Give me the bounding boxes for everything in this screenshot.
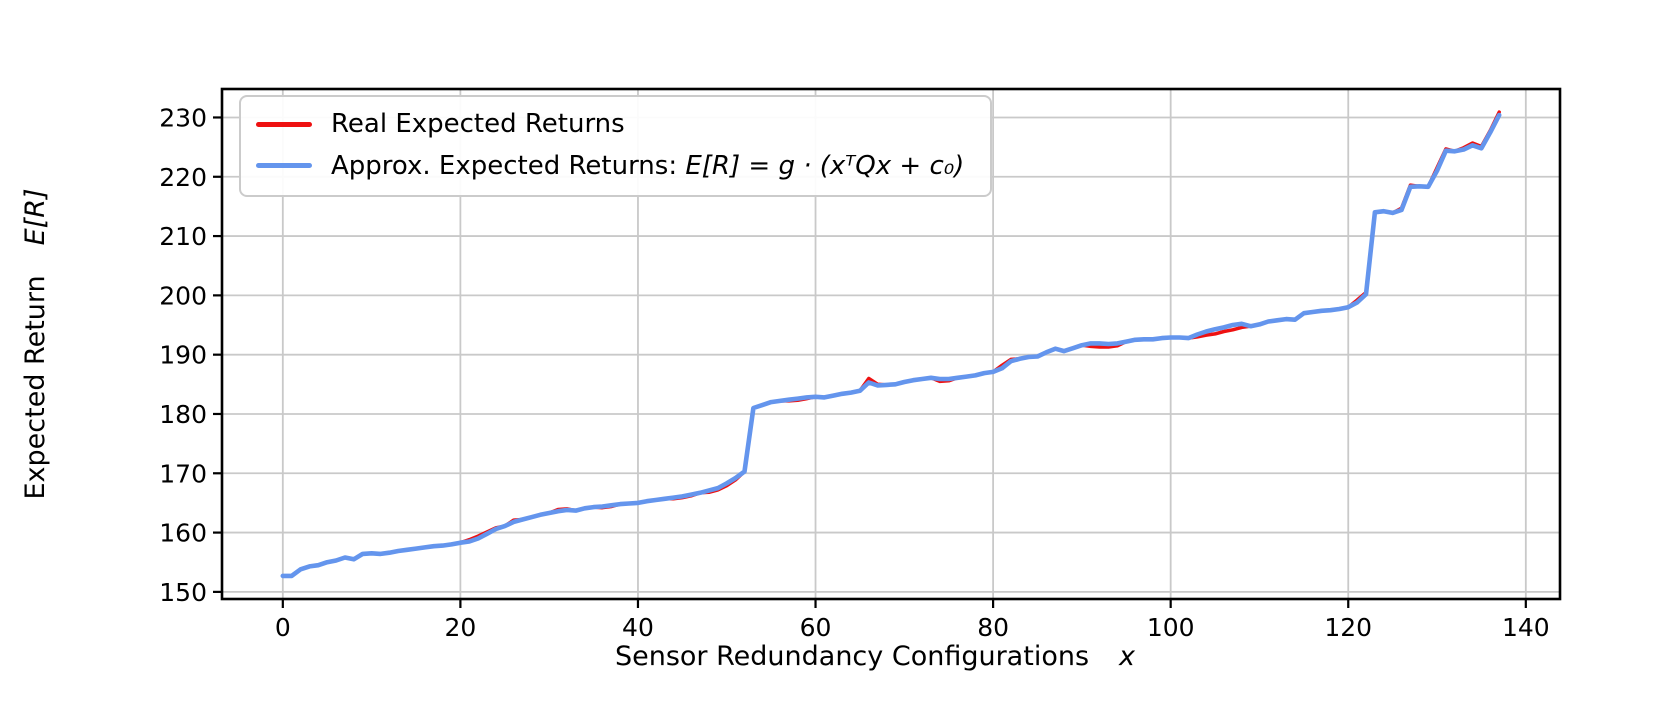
x-tick-label-20: 20 <box>444 613 476 642</box>
legend: Real Expected Returns Approx. Expected R… <box>239 95 993 197</box>
y-tick-label-230: 230 <box>159 103 207 132</box>
x-tick-label-140: 140 <box>1502 613 1550 642</box>
x-axis-label-math: x <box>1118 641 1136 672</box>
y-tick-labels: 150 160 170 180 190 200 210 220 230 <box>159 103 207 606</box>
y-tick-label-160: 160 <box>159 519 207 548</box>
x-tick-label-60: 60 <box>800 613 832 642</box>
x-tick-labels: 0 20 40 60 80 100 120 140 <box>275 613 1550 642</box>
legend-line-sample-real <box>256 121 312 127</box>
y-axis-label-math: E[R] <box>20 188 51 245</box>
legend-label-real: Real Expected Returns <box>331 109 625 139</box>
x-tick-label-40: 40 <box>622 613 654 642</box>
x-axis-label: Sensor Redundancy Configurations x <box>615 641 1136 672</box>
legend-item-real: Real Expected Returns <box>256 108 964 141</box>
x-tick-label-100: 100 <box>1147 613 1195 642</box>
legend-label-approx-prefix: Approx. Expected Returns: <box>331 150 686 181</box>
x-tick-label-120: 120 <box>1324 613 1372 642</box>
series-lines <box>280 110 1502 579</box>
legend-item-approx: Approx. Expected Returns: E[R] = g · (xᵀ… <box>256 150 964 183</box>
y-tick-label-150: 150 <box>159 578 207 607</box>
legend-line-sample-approx <box>256 163 312 169</box>
y-tick-label-190: 190 <box>159 341 207 370</box>
y-tick-label-180: 180 <box>159 400 207 429</box>
y-axis-label: Expected ReturnE[R] <box>20 188 51 499</box>
x-tick-label-80: 80 <box>977 613 1009 642</box>
legend-label-approx-math: E[R] = g · (xᵀQx + c₀) <box>685 150 965 181</box>
x-tick-label-0: 0 <box>275 613 291 642</box>
y-tick-label-170: 170 <box>159 459 207 488</box>
series-line-approx <box>280 112 1502 579</box>
y-tick-label-200: 200 <box>159 281 207 310</box>
plot-border <box>220 87 1562 601</box>
legend-label-approx: Approx. Expected Returns: E[R] = g · (xᵀ… <box>331 150 964 183</box>
axis-ticks <box>213 116 1527 608</box>
y-tick-label-220: 220 <box>159 163 207 192</box>
y-tick-label-210: 210 <box>159 222 207 251</box>
